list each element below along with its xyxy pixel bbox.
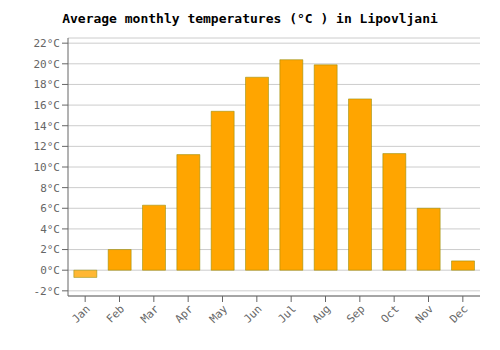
svg-text:2°C: 2°C: [40, 243, 60, 256]
svg-text:Aug: Aug: [310, 302, 333, 325]
svg-text:Apr: Apr: [173, 302, 197, 326]
svg-text:0°C: 0°C: [40, 264, 60, 277]
svg-text:Mar: Mar: [138, 302, 162, 326]
svg-text:Sep: Sep: [344, 302, 367, 325]
svg-text:6°C: 6°C: [40, 202, 60, 215]
svg-text:20°C: 20°C: [34, 58, 61, 71]
svg-text:Nov: Nov: [413, 302, 437, 326]
svg-text:Feb: Feb: [104, 302, 127, 325]
svg-text:Jan: Jan: [70, 302, 93, 325]
svg-text:14°C: 14°C: [34, 120, 61, 133]
svg-text:Dec: Dec: [447, 302, 470, 325]
svg-text:16°C: 16°C: [34, 99, 61, 112]
svg-text:-2°C: -2°C: [34, 285, 61, 298]
svg-text:May: May: [207, 302, 231, 326]
svg-text:18°C: 18°C: [34, 78, 61, 91]
svg-text:4°C: 4°C: [40, 223, 60, 236]
svg-text:Jun: Jun: [241, 302, 264, 325]
svg-text:Oct: Oct: [379, 302, 402, 325]
svg-text:Jul: Jul: [276, 302, 299, 325]
html-text:Average monthly temperatures (: Average monthly temperatures (°C ) in Li…: [62, 11, 438, 26]
svg-text:22°C: 22°C: [34, 37, 61, 50]
svg-text:10°C: 10°C: [34, 161, 61, 174]
svg-text:8°C: 8°C: [40, 182, 60, 195]
svg-text:12°C: 12°C: [34, 140, 61, 153]
